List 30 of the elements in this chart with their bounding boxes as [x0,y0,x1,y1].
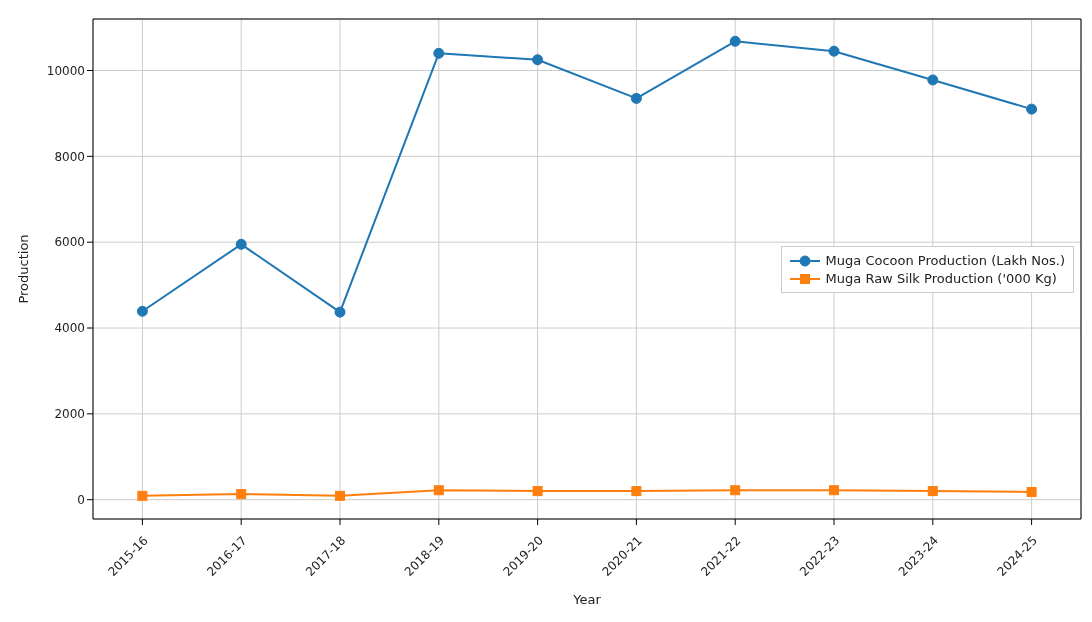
y-tick-label: 6000 [54,235,85,250]
y-tick-label: 0 [77,492,85,507]
point [1026,103,1038,115]
y-tick-label: 10000 [46,63,85,78]
y-tick-label: 4000 [54,321,85,336]
point [433,485,444,496]
point [236,489,247,500]
y-axis-title: Production [15,234,31,304]
point [334,306,346,318]
point [927,74,939,86]
point [1026,486,1037,497]
point [136,305,148,317]
point [335,490,345,501]
point [630,92,642,104]
point [433,47,445,59]
point [631,486,642,497]
point [532,54,544,66]
point [235,238,247,250]
point [828,45,840,57]
point [927,486,938,497]
point [730,485,741,496]
point [532,486,543,497]
x-axis-title: Year [572,592,602,607]
legend-label: Muga Cocoon Production (Lakh Nos.) [825,253,1065,268]
point [137,490,148,501]
legend-label: Muga Raw Silk Production ('000 Kg) [825,271,1057,286]
point [829,485,839,496]
point [729,35,741,47]
y-tick-label: 8000 [54,149,85,164]
y-tick-label: 2000 [54,407,85,422]
